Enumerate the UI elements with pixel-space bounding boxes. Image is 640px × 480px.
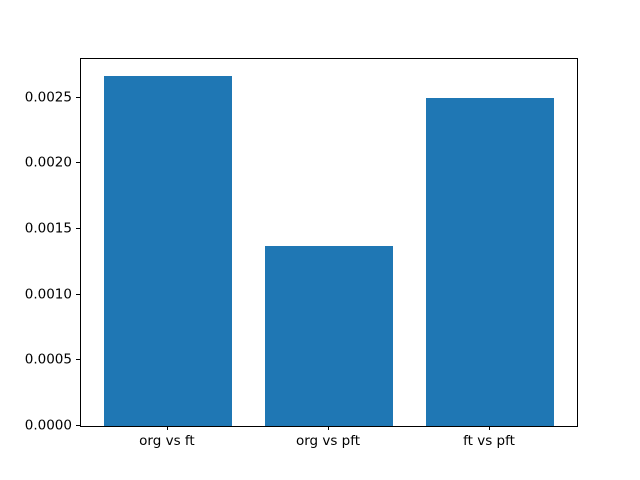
y-tick-mark [76,227,80,229]
y-tick-label: 0.0005 [24,351,72,368]
bar [425,98,555,426]
bar [264,246,394,426]
x-tick-mark [328,426,329,430]
y-tick-label: 0.0015 [24,220,72,237]
y-tick-mark [76,425,80,426]
x-tick-label: org vs pft [295,433,361,449]
y-tick-label: 0.0025 [24,88,72,105]
y-tick-mark [76,96,80,98]
x-tick-mark [166,426,168,430]
x-tick-mark [489,426,491,430]
plot-area [80,58,578,427]
y-tick-label: 0.0000 [24,417,72,434]
bar [103,76,233,426]
x-tick-label: ft vs pft [463,433,515,449]
y-tick-label: 0.0010 [24,285,72,302]
y-tick-mark [76,359,80,361]
y-tick-label: 0.0020 [24,154,72,171]
y-tick-mark [76,293,80,295]
x-tick-label: org vs ft [139,433,195,449]
y-tick-mark [76,162,80,164]
